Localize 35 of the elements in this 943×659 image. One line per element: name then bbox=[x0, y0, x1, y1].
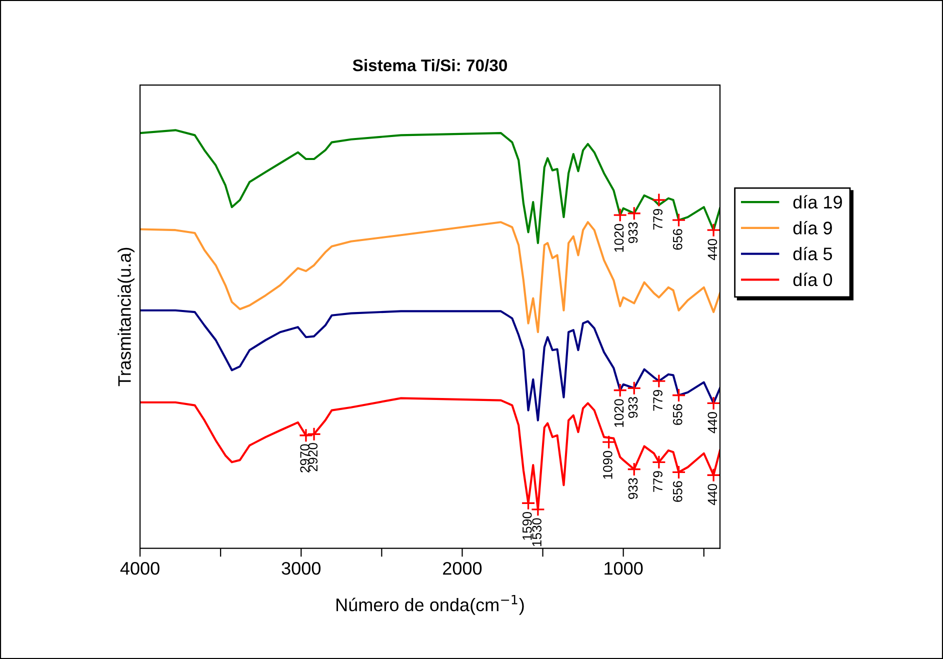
annotation: 656 bbox=[672, 404, 682, 425]
annotation: 1530 bbox=[532, 518, 542, 546]
annotation: 440 bbox=[708, 238, 718, 260]
annotation: 933 bbox=[628, 478, 638, 499]
annotation: 656 bbox=[672, 481, 682, 502]
point bbox=[298, 428, 314, 442]
annotation: 933 bbox=[628, 397, 638, 418]
x-tick-label: 1000 bbox=[604, 562, 643, 575]
annotation: 1020 bbox=[614, 399, 624, 427]
x-tick-label: 2000 bbox=[443, 562, 482, 575]
legend-label: día 0 bbox=[793, 272, 832, 286]
point bbox=[706, 468, 720, 482]
chart-title: Sistema Ti/Si: 70/30 bbox=[352, 59, 507, 72]
annotation: 440 bbox=[708, 412, 718, 434]
annotation: 779 bbox=[653, 390, 662, 411]
point bbox=[652, 455, 666, 470]
legend-label: día 5 bbox=[793, 246, 832, 260]
point bbox=[627, 462, 642, 476]
point bbox=[306, 427, 322, 442]
annotation: 1590 bbox=[522, 512, 532, 540]
annotation: 779 bbox=[653, 208, 662, 230]
annotation: 1090 bbox=[603, 450, 612, 479]
annotation: 779 bbox=[653, 471, 662, 492]
annotation: 1020 bbox=[614, 224, 624, 252]
annotation: 656 bbox=[672, 228, 682, 250]
annotation: 2920 bbox=[308, 442, 318, 472]
legend-label: día 9 bbox=[793, 220, 832, 234]
legend-label: día 19 bbox=[793, 195, 842, 209]
annotation: 440 bbox=[708, 484, 718, 506]
x-tick-label: 4000 bbox=[120, 562, 160, 575]
x-axis-title: Número de onda(cm$^{−1}$) bbox=[336, 594, 524, 615]
y-axis-title: Trasmitancia(u.a) bbox=[118, 248, 134, 386]
annotation: 933 bbox=[628, 222, 638, 244]
x-tick-label: 3000 bbox=[282, 562, 321, 575]
point bbox=[672, 465, 686, 480]
